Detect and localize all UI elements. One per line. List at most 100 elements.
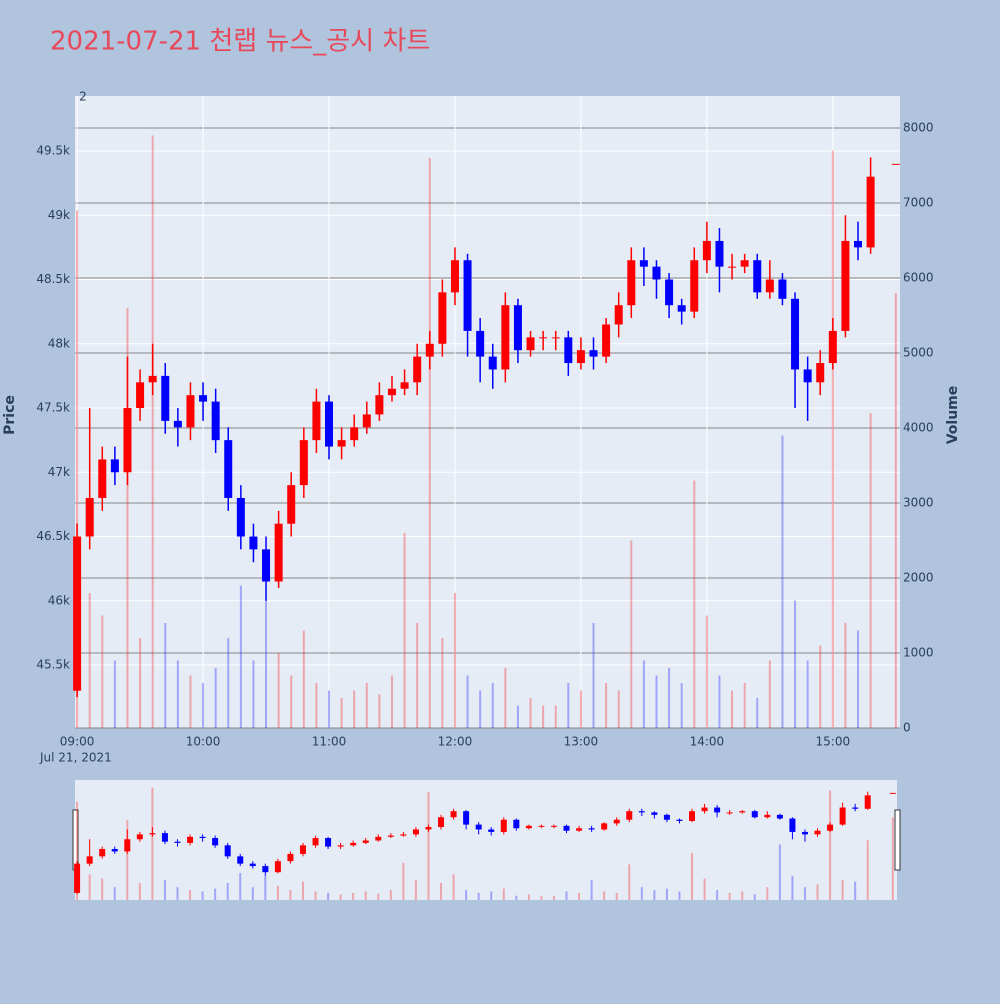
candle-body [791, 298, 800, 370]
candle-body [526, 337, 535, 351]
candle-body [161, 833, 168, 842]
volume-bar [276, 885, 279, 900]
volume-bar [138, 882, 141, 900]
volume-bar [189, 675, 192, 728]
volume-bar [691, 853, 694, 900]
volume-bar [516, 705, 519, 728]
candle-body [413, 356, 422, 383]
volume-bar [716, 890, 719, 900]
volume-bar [869, 413, 872, 728]
slider-handle[interactable] [894, 809, 901, 871]
y-tick-label: 48.5k [36, 272, 70, 286]
volume-bar [226, 882, 229, 900]
candle-body [576, 828, 583, 831]
volume-bar [214, 888, 217, 900]
y2-tick-label: 1000 [903, 646, 934, 660]
volume-bar [239, 585, 242, 728]
volume-bar [579, 690, 582, 728]
x-date-label: Jul 21, 2021 [39, 751, 112, 765]
candle-body [827, 824, 834, 831]
candle-body [350, 842, 357, 846]
candle-body [312, 838, 319, 846]
candle-body [450, 260, 459, 293]
volume-bar [427, 791, 430, 900]
candle-body [362, 840, 369, 843]
volume-bar [264, 875, 267, 900]
volume-bar [328, 690, 331, 728]
volume-bar [665, 888, 668, 900]
candle-body [866, 176, 875, 248]
candle-body [728, 266, 737, 268]
candle-body [375, 395, 384, 415]
x-tick-label: 12:00 [438, 735, 473, 749]
candle-body [663, 814, 670, 820]
volume-bar [364, 891, 367, 900]
volume-bar [653, 890, 656, 900]
volume-bar [389, 890, 392, 900]
volume-bar [378, 694, 381, 728]
volume-bar [377, 893, 380, 900]
volume-bar [428, 158, 431, 728]
volume-bar [491, 683, 494, 728]
volume-bar [164, 623, 167, 728]
candle-body [99, 849, 106, 857]
volume-bar [504, 668, 507, 728]
candle-body [400, 834, 407, 836]
y-tick-label: 47.5k [36, 401, 70, 415]
candle-body [828, 330, 837, 364]
y-tick-label: 49.5k [36, 144, 70, 158]
candle-body [400, 382, 409, 389]
volume-bar [655, 675, 658, 728]
y2-tick-label: 4000 [903, 421, 934, 435]
candle-body [438, 292, 447, 344]
volume-bar [605, 683, 608, 728]
candle-body [501, 305, 510, 370]
candle-body [224, 845, 231, 857]
y-axis-title: Price [2, 395, 18, 435]
volume-bar [202, 683, 205, 728]
candle-body [98, 459, 107, 498]
y-tick-label: 45.5k [36, 658, 70, 672]
candle-body [889, 792, 896, 794]
candle-body [789, 818, 796, 832]
volume-bar [76, 210, 79, 728]
volume-bar [465, 890, 468, 900]
volume-bar [290, 675, 293, 728]
volume-bar [678, 891, 681, 900]
candle-body [639, 260, 648, 267]
candle-body [438, 817, 445, 828]
candle-body [854, 240, 863, 248]
volume-bar [365, 683, 368, 728]
candle-body [715, 240, 724, 267]
candle-body [702, 240, 711, 261]
volume-bar [490, 891, 493, 900]
volume-bar [630, 540, 633, 728]
y2-tick-label: 5000 [903, 346, 934, 360]
volume-bar [416, 623, 419, 728]
plot-area [75, 96, 900, 728]
volume-bar [894, 293, 897, 728]
volume-bar [741, 891, 744, 900]
candle-body [161, 375, 170, 421]
volume-bar [88, 874, 91, 900]
rangeslider[interactable] [75, 780, 897, 900]
volume-bar [705, 615, 708, 728]
volume-bar [201, 891, 204, 900]
candle-body [690, 260, 699, 312]
volume-bar [791, 875, 794, 900]
y2-tick-label: 2000 [903, 571, 934, 585]
volume-bar [766, 887, 769, 900]
volume-bar [718, 675, 721, 728]
candle-body [764, 814, 771, 818]
volume-bar [554, 705, 557, 728]
volume-bar [176, 660, 179, 728]
volume-bar [126, 308, 129, 728]
volume-bar [803, 887, 806, 900]
candle-body [85, 497, 94, 537]
volume-bar [640, 887, 643, 900]
volume-bar [542, 705, 545, 728]
volume-bar [176, 887, 179, 900]
candle-body [312, 401, 321, 441]
volume-bar [628, 864, 631, 900]
